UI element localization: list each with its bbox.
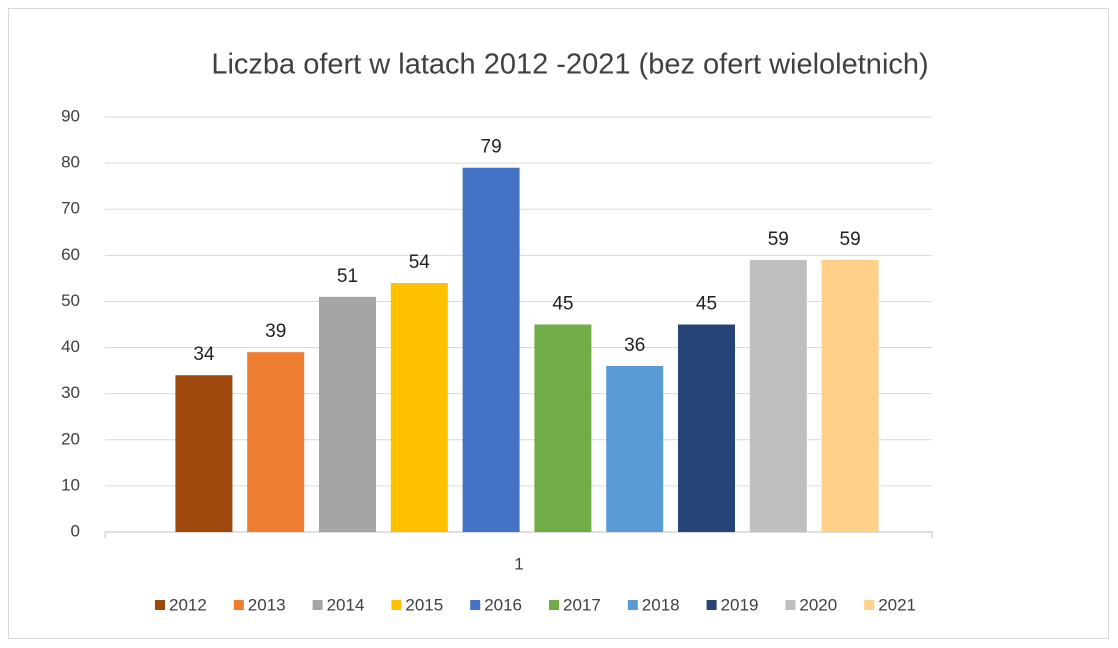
legend-swatch [864, 600, 875, 610]
y-tick-label: 90 [61, 106, 80, 125]
y-tick-label: 30 [61, 383, 80, 402]
bar [175, 375, 233, 532]
data-label: 45 [552, 294, 573, 315]
x-tick-label: 1 [514, 554, 523, 573]
bar [606, 366, 664, 532]
y-tick-label: 80 [61, 153, 80, 172]
bar [749, 259, 807, 532]
legend-swatch [155, 600, 165, 610]
bar [678, 324, 735, 532]
data-label: 39 [265, 321, 286, 342]
legend-label: 2016 [484, 595, 522, 614]
legend-swatch [706, 600, 717, 610]
legend-swatch [785, 600, 796, 610]
y-tick-label: 70 [61, 199, 80, 218]
y-tick-label: 10 [61, 475, 80, 494]
legend-label: 2014 [327, 595, 365, 614]
data-label: 54 [409, 252, 431, 273]
y-tick-label: 60 [61, 245, 80, 264]
y-tick-label: 20 [61, 429, 80, 448]
legend-swatch [391, 600, 402, 610]
data-label: 36 [624, 335, 645, 356]
data-label: 34 [193, 344, 215, 365]
legend-label: 2021 [878, 595, 916, 614]
y-tick-label: 40 [61, 337, 80, 356]
y-tick-label: 50 [61, 291, 80, 310]
bar [821, 259, 879, 532]
data-label: 45 [696, 294, 717, 315]
legend-swatch [312, 600, 323, 610]
bar [390, 283, 448, 532]
legend-label: 2019 [721, 595, 759, 614]
bar [462, 167, 520, 532]
y-tick-label: 0 [71, 521, 80, 540]
data-label: 79 [481, 137, 502, 158]
bar [247, 352, 305, 532]
chart-frame [8, 8, 1109, 639]
legend-label: 2013 [248, 595, 286, 614]
legend-label: 2015 [405, 595, 443, 614]
legend-swatch [470, 600, 481, 610]
data-label: 59 [840, 229, 861, 250]
bar [534, 324, 592, 532]
legend-swatch [233, 600, 244, 610]
bar [319, 296, 376, 532]
chart-title: Liczba ofert w latach 2012 -2021 (bez of… [211, 49, 928, 81]
data-label: 51 [337, 266, 358, 287]
legend-label: 2012 [169, 595, 207, 614]
legend-label: 2020 [799, 595, 837, 614]
legend-swatch [627, 600, 638, 610]
legend-label: 2017 [563, 595, 601, 614]
legend-label: 2018 [642, 595, 680, 614]
legend-swatch [549, 600, 559, 610]
data-label: 59 [768, 229, 789, 250]
